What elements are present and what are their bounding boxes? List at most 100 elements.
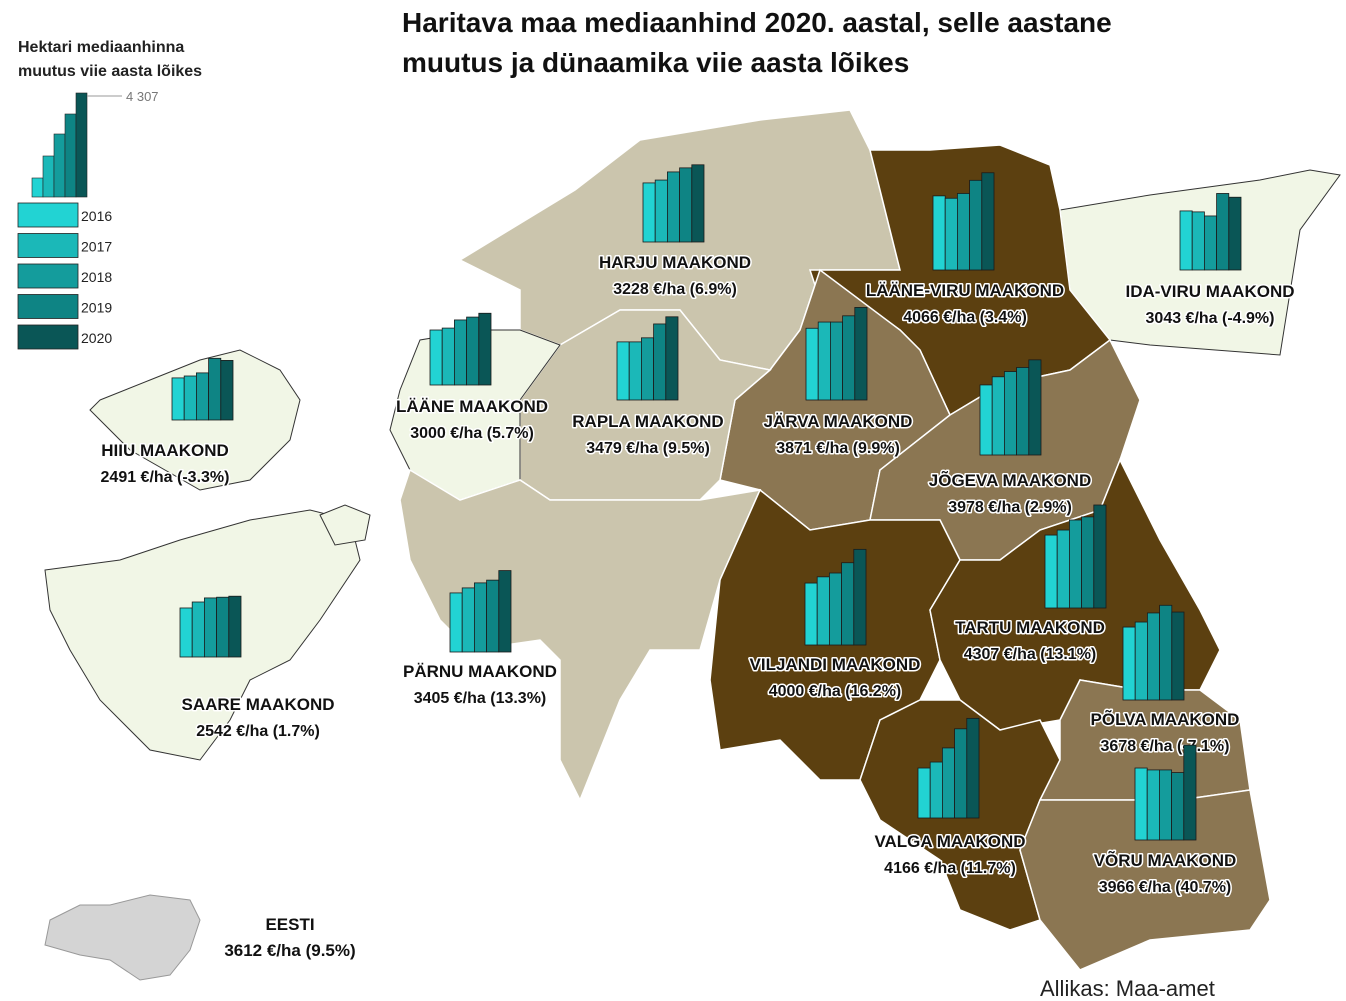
county-label: 3000 €/ha (5.7%) xyxy=(410,425,534,442)
bar xyxy=(1183,744,1197,841)
bar xyxy=(1159,769,1173,841)
bar xyxy=(1147,612,1161,701)
bar xyxy=(1122,626,1136,701)
legend-swatch xyxy=(17,263,79,289)
bar xyxy=(842,315,856,401)
bar xyxy=(628,341,642,401)
bar xyxy=(216,596,230,658)
bar xyxy=(478,312,492,386)
bar xyxy=(991,376,1005,456)
county-label: 3228 €/ha (6.9%) xyxy=(613,281,737,298)
county: PÕLVA MAAKOND 3678 €/ha (-7.1%) xyxy=(1089,604,1241,757)
county-label: 3405 €/ha (13.3%) xyxy=(414,690,547,707)
bar xyxy=(954,728,968,819)
bar xyxy=(449,592,463,653)
bar xyxy=(1171,611,1185,701)
bar xyxy=(1056,529,1070,609)
bar xyxy=(191,601,205,658)
county: RAPLA MAAKOND 3479 €/ha (9.5%) xyxy=(571,316,725,459)
bar xyxy=(1134,767,1148,841)
bar xyxy=(1028,359,1042,456)
bar xyxy=(816,576,830,646)
bar xyxy=(1204,215,1218,271)
bar xyxy=(1179,210,1193,271)
bar xyxy=(220,360,234,421)
bar xyxy=(942,747,956,819)
county: HARJU MAAKOND 3228 €/ha (6.9%) xyxy=(597,164,753,300)
county: IDA-VIRU MAAKOND 3043 €/ha (-4.9%) xyxy=(1124,193,1296,329)
county-name: LÄÄNE-VIRU MAAKOND xyxy=(866,281,1064,300)
county-name: LÄÄNE MAAKOND xyxy=(396,397,548,416)
bar xyxy=(461,587,475,653)
county: VALGA MAAKOND 4166 €/ha (11.7%) xyxy=(873,717,1027,879)
legend-max-label: 4 307 xyxy=(126,89,159,104)
regions xyxy=(44,109,1341,981)
county: JÕGEVA MAAKOND 3978 €/ha (2.9%) xyxy=(927,359,1093,518)
county: VÕRU MAAKOND 3966 €/ha (40.7%) xyxy=(1092,744,1238,898)
legend-sample-bar xyxy=(42,155,55,198)
legend-sample-bar xyxy=(53,133,66,198)
bar xyxy=(654,179,668,243)
legend-year: 2017 xyxy=(81,239,112,255)
bar xyxy=(171,377,185,421)
legend-swatch xyxy=(17,202,79,228)
title: Haritava maa mediaanhind 2020. aastal, s… xyxy=(402,7,1112,38)
legend-swatch xyxy=(17,233,79,258)
bar xyxy=(1081,516,1095,609)
bar xyxy=(979,384,993,456)
bar xyxy=(665,316,679,401)
legend-sample-bar xyxy=(64,113,77,198)
legend-sample-bar xyxy=(75,92,88,198)
legend-year: 2016 xyxy=(81,208,112,224)
title: muutus ja dünaamika viie aasta lõikes xyxy=(402,47,909,78)
county-name: PÕLVA MAAKOND xyxy=(1091,709,1240,729)
bar xyxy=(486,579,500,653)
county: JÄRVA MAAKOND 3871 €/ha (9.9%) xyxy=(762,307,914,459)
bar xyxy=(969,179,983,271)
bar xyxy=(917,767,931,819)
county-label: 4000 €/ha (16.2%) xyxy=(769,683,902,700)
county: HIIU MAAKOND 2491 €/ha (-3.3%) xyxy=(99,357,234,488)
bar xyxy=(817,321,831,401)
bar xyxy=(429,329,443,386)
bar xyxy=(642,182,656,243)
bar xyxy=(679,167,693,243)
bar xyxy=(1228,196,1242,271)
county-name: HARJU MAAKOND xyxy=(599,253,751,272)
bar xyxy=(1069,519,1083,609)
bar xyxy=(854,307,868,401)
bar xyxy=(616,341,630,401)
bar xyxy=(1134,621,1148,701)
bar xyxy=(966,717,980,819)
county-label: 4066 €/ha (3.4%) xyxy=(903,309,1027,326)
bar xyxy=(203,597,217,658)
county: LÄÄNE-VIRU MAAKOND 4066 €/ha (3.4%) xyxy=(864,172,1066,328)
bar xyxy=(498,570,512,653)
bar xyxy=(473,582,487,653)
bar xyxy=(179,607,193,658)
bar xyxy=(653,323,667,401)
bar xyxy=(1044,534,1058,609)
county-label: 3479 €/ha (9.5%) xyxy=(586,440,710,457)
bar xyxy=(641,337,655,401)
county: TARTU MAAKOND 4307 €/ha (13.1%) xyxy=(954,504,1107,665)
county-label: 3043 €/ha (-4.9%) xyxy=(1146,310,1275,327)
bar xyxy=(932,195,946,271)
county-label: 3966 €/ha (40.7%) xyxy=(1099,879,1232,896)
legend-year: 2019 xyxy=(81,300,112,316)
county-name: JÄRVA MAAKOND xyxy=(764,412,913,431)
country-name: EESTI xyxy=(265,915,314,934)
bar xyxy=(1159,604,1173,701)
county-label: 2542 €/ha (1.7%) xyxy=(196,723,320,740)
county: VILJANDI MAAKOND 4000 €/ha (16.2%) xyxy=(748,548,922,702)
county: LÄÄNE MAAKOND 3000 €/ha (5.7%) xyxy=(394,312,550,444)
bar xyxy=(1093,504,1107,609)
country-label: 3612 €/ha (9.5%) xyxy=(224,941,355,960)
county-name: VILJANDI MAAKOND xyxy=(750,655,921,674)
bar xyxy=(667,171,681,243)
county-label: 4166 €/ha (11.7%) xyxy=(884,860,1016,877)
legend-title: muutus viie aasta lõikes xyxy=(18,63,202,80)
county-name: VÕRU MAAKOND xyxy=(1094,850,1237,870)
bar xyxy=(466,316,480,386)
